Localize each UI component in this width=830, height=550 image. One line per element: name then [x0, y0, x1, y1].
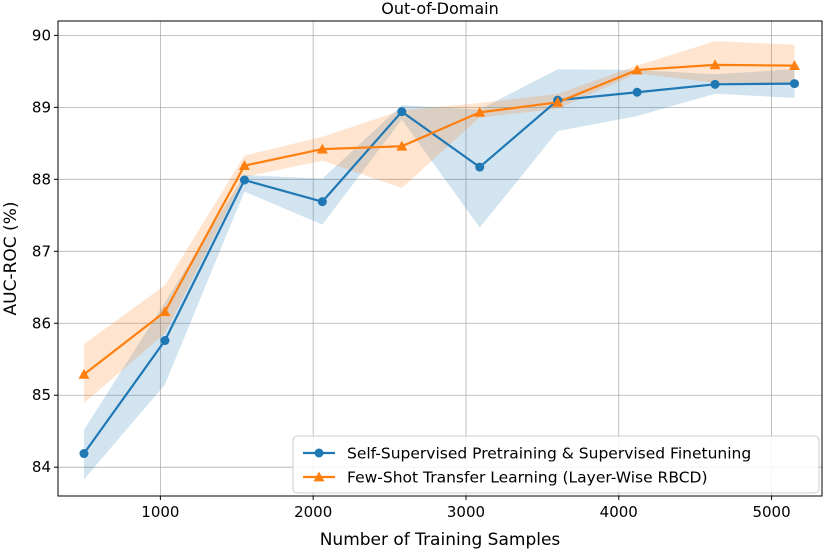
data-point: [396, 140, 408, 151]
series-markers: [78, 59, 800, 459]
data-point: [78, 368, 90, 379]
line-series-1: [83, 63, 795, 376]
data-point: [789, 79, 799, 89]
data-point: [631, 64, 643, 75]
plot-frame: [57, 20, 823, 497]
y-axis-title: AUC-ROC (%): [1, 202, 21, 316]
data-point: [316, 143, 328, 154]
legend-marker: [314, 448, 324, 458]
chart-title: Out-of-Domain: [381, 0, 498, 18]
x-tick-label: 3000: [447, 503, 485, 521]
confidence-bands: [83, 41, 795, 480]
data-point: [552, 96, 564, 107]
x-tick-label: 4000: [600, 503, 638, 521]
x-tick-label: 1000: [141, 503, 179, 521]
data-point: [397, 107, 407, 117]
y-tick-label: 86: [32, 314, 51, 332]
legend: Self-Supervised Pretraining & Supervised…: [292, 435, 820, 494]
y-tick-label: 89: [32, 98, 51, 116]
legend-label: Few-Shot Transfer Learning (Layer-Wise R…: [347, 469, 708, 487]
band-series-1: [83, 41, 795, 404]
data-point: [160, 336, 170, 346]
band-series-0: [83, 69, 795, 480]
y-tick-label: 87: [32, 242, 51, 260]
data-point: [709, 59, 721, 70]
y-tick-label: 85: [32, 386, 51, 404]
data-point: [474, 106, 486, 117]
data-point: [788, 60, 800, 71]
data-point: [475, 162, 485, 172]
data-point: [159, 306, 171, 317]
x-tick-label: 5000: [752, 503, 790, 521]
data-point: [239, 175, 249, 185]
legend-box: [292, 435, 820, 494]
data-point: [79, 449, 89, 459]
x-axis-title: Number of Training Samples: [320, 530, 561, 550]
y-tick-label: 84: [32, 458, 51, 476]
y-tick-label: 88: [32, 170, 51, 188]
legend-label: Self-Supervised Pretraining & Supervised…: [347, 445, 751, 463]
data-point: [238, 160, 250, 171]
line-series-0: [83, 82, 795, 455]
data-point: [632, 87, 642, 97]
x-tick-label: 2000: [294, 503, 332, 521]
data-point: [710, 79, 720, 89]
y-tick-label: 90: [32, 26, 51, 44]
data-point: [317, 197, 327, 207]
series-lines: [83, 63, 795, 455]
axis-ticks: 1000 2000 3000 4000 5000 84 85 86 87 88 89 90: [32, 26, 791, 521]
legend-marker: [313, 471, 325, 482]
